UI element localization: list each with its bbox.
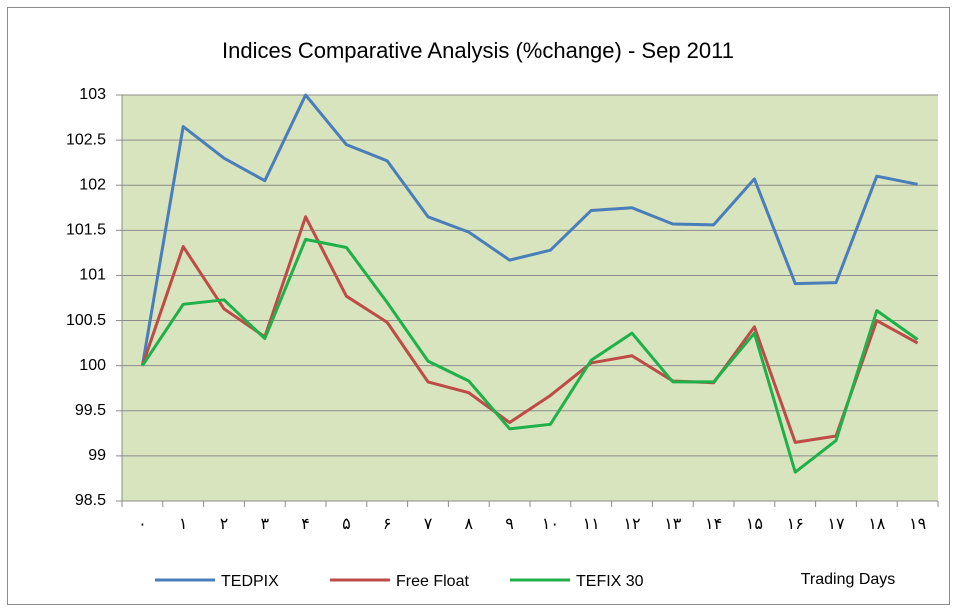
y-tick-label: 98.5 bbox=[75, 492, 106, 509]
x-tick-label: ۱ bbox=[179, 516, 188, 533]
x-tick-label: ۸ bbox=[465, 516, 474, 533]
legend-label: TEDPIX bbox=[221, 573, 279, 590]
y-tick-label: 103 bbox=[79, 86, 106, 103]
x-tick-label: ۹ bbox=[505, 516, 514, 533]
legend-label: Free Float bbox=[396, 573, 469, 590]
y-tick-label: 101.5 bbox=[66, 222, 106, 239]
x-tick-label: ۶ bbox=[383, 516, 392, 533]
x-tick-label: ۱۲ bbox=[623, 516, 640, 533]
x-tick-label: ۱۶ bbox=[787, 516, 804, 533]
x-tick-label: ۱۳ bbox=[664, 516, 682, 533]
x-tick-label: ۵ bbox=[342, 516, 351, 533]
series-line bbox=[140, 215, 919, 444]
series-line bbox=[141, 237, 919, 474]
x-tick-label: ۳ bbox=[261, 516, 270, 533]
y-tick-label: 99 bbox=[88, 447, 106, 464]
y-tick-label: 102 bbox=[79, 176, 106, 193]
y-tick-label: 99.5 bbox=[75, 402, 106, 419]
chart-title: Indices Comparative Analysis (%change) -… bbox=[222, 38, 734, 63]
x-tick-label: ۰ bbox=[138, 516, 147, 533]
x-tick-label: ۱۹ bbox=[909, 516, 926, 533]
x-tick-label: ۱۴ bbox=[705, 516, 722, 533]
y-tick-label: 100.5 bbox=[66, 312, 106, 329]
x-tick-label: ۱۵ bbox=[746, 516, 763, 533]
y-tick-label: 100 bbox=[79, 357, 106, 374]
plot-area bbox=[122, 95, 938, 501]
series-line bbox=[140, 93, 918, 366]
x-tick-label: ۷ bbox=[424, 516, 433, 533]
legend-label: TEFIX 30 bbox=[576, 573, 644, 590]
x-tick-label: ۱۰ bbox=[542, 516, 559, 533]
x-tick-label: ۱۱ bbox=[583, 516, 600, 533]
x-tick-label: ۴ bbox=[301, 516, 310, 533]
y-tick-label: 101 bbox=[79, 267, 106, 284]
x-tick-label: ۲ bbox=[220, 516, 229, 533]
x-tick-label: ۱۷ bbox=[827, 516, 845, 533]
y-tick-label: 102.5 bbox=[66, 131, 106, 148]
x-tick-label: ۱۸ bbox=[868, 516, 886, 533]
x-axis-label: Trading Days bbox=[801, 571, 896, 588]
